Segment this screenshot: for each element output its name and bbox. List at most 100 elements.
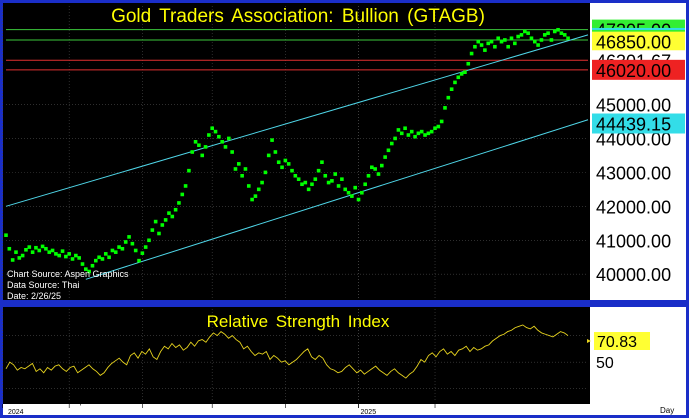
price-marker	[113, 250, 118, 254]
price-marker	[57, 253, 62, 258]
price-value-tags: 47205.0046959.4246900.0046850.0046301.67…	[592, 19, 685, 135]
price-tick-label: 40000.00	[596, 265, 671, 285]
price-tick-label: 45000.00	[596, 95, 671, 115]
rsi-line	[5, 324, 569, 379]
price-marker	[496, 36, 501, 41]
price-marker	[320, 160, 324, 164]
price-marker	[476, 39, 481, 44]
source-line-date: Date: 2/26/25	[7, 291, 61, 301]
price-marker	[260, 180, 264, 185]
value-tag-bg	[592, 59, 685, 80]
price-marker	[303, 180, 308, 185]
price-panel-bg	[3, 3, 590, 300]
channel-lower-line	[85, 119, 589, 280]
price-marker	[40, 244, 45, 249]
price-marker	[44, 246, 48, 251]
price-marker	[117, 245, 121, 249]
price-marker	[123, 240, 128, 244]
price-marker	[316, 168, 321, 173]
price-marker	[147, 238, 151, 243]
price-marker	[54, 252, 58, 256]
price-marker	[103, 252, 108, 256]
price-tick-label: 44000.00	[596, 129, 671, 149]
price-marker	[536, 43, 540, 47]
price-marker	[130, 241, 135, 246]
price-marker	[163, 218, 168, 222]
price-marker	[97, 255, 101, 260]
price-chart-title: Gold Traders Association: Bullion (GTAGB…	[111, 6, 485, 27]
x-axis-label: Feb	[437, 399, 449, 406]
price-marker	[366, 173, 371, 178]
price-marker	[240, 173, 244, 178]
price-marker	[326, 180, 331, 185]
x-axis-corner-label: Day	[660, 406, 674, 415]
value-tag-label: 44439.15	[596, 115, 671, 135]
price-marker	[170, 214, 175, 219]
price-marker	[133, 248, 138, 253]
rsi-axis-panel	[590, 307, 686, 404]
price-marker	[243, 167, 248, 171]
price-marker	[429, 129, 434, 134]
price-marker	[469, 51, 474, 56]
price-marker	[153, 219, 158, 224]
price-marker	[30, 250, 35, 254]
price-tick-label: 42000.00	[596, 197, 671, 217]
price-marker	[173, 207, 178, 212]
price-marker	[413, 134, 417, 139]
price-marker	[386, 148, 391, 153]
price-marker	[463, 70, 467, 75]
price-marker	[70, 257, 75, 261]
price-marker	[143, 245, 148, 249]
price-marker	[283, 158, 288, 163]
price-marker	[566, 36, 570, 41]
price-marker	[396, 128, 401, 132]
price-marker	[256, 187, 261, 192]
price-marker	[93, 258, 98, 263]
price-marker	[84, 267, 88, 271]
price-marker	[110, 248, 115, 253]
price-marker	[523, 29, 527, 34]
price-marker	[50, 248, 55, 253]
price-axis-ticks: 40000.00 41000.00 42000.00 43000.00 44000.00…	[596, 95, 671, 285]
price-marker	[286, 162, 291, 166]
price-marker	[193, 140, 198, 144]
price-marker	[253, 194, 258, 198]
price-marker	[466, 61, 471, 66]
value-tag-bg	[592, 113, 685, 134]
price-marker	[87, 269, 91, 274]
price-marker	[250, 197, 254, 202]
price-marker	[90, 263, 95, 268]
price-marker	[446, 95, 451, 100]
price-marker	[230, 150, 234, 154]
value-tag-label: 46850.00	[596, 33, 671, 53]
price-marker	[340, 177, 344, 181]
rsi-last-value-tag: 70.83	[597, 334, 637, 351]
x-axis-label: Nov	[214, 399, 227, 406]
price-marker	[180, 192, 185, 197]
price-marker	[360, 190, 364, 195]
price-marker	[389, 141, 394, 146]
price-marker	[220, 140, 224, 144]
price-marker	[14, 250, 18, 254]
price-marker	[556, 27, 560, 32]
price-marker	[486, 41, 491, 46]
price-marker	[542, 33, 547, 37]
price-marker	[200, 153, 205, 158]
price-marker	[100, 257, 105, 261]
price-marker	[183, 184, 188, 188]
price-marker	[479, 43, 484, 47]
price-marker	[310, 182, 314, 187]
channel-upper-line	[5, 34, 589, 207]
price-marker	[207, 133, 211, 137]
price-marker	[489, 39, 494, 44]
price-marker	[313, 177, 318, 181]
price-marker	[353, 185, 357, 190]
price-marker	[4, 233, 8, 237]
price-marker	[562, 33, 567, 37]
price-marker	[380, 163, 384, 168]
price-marker	[300, 182, 304, 187]
price-marker	[546, 31, 550, 35]
price-marker	[217, 134, 221, 139]
price-marker	[223, 145, 228, 149]
